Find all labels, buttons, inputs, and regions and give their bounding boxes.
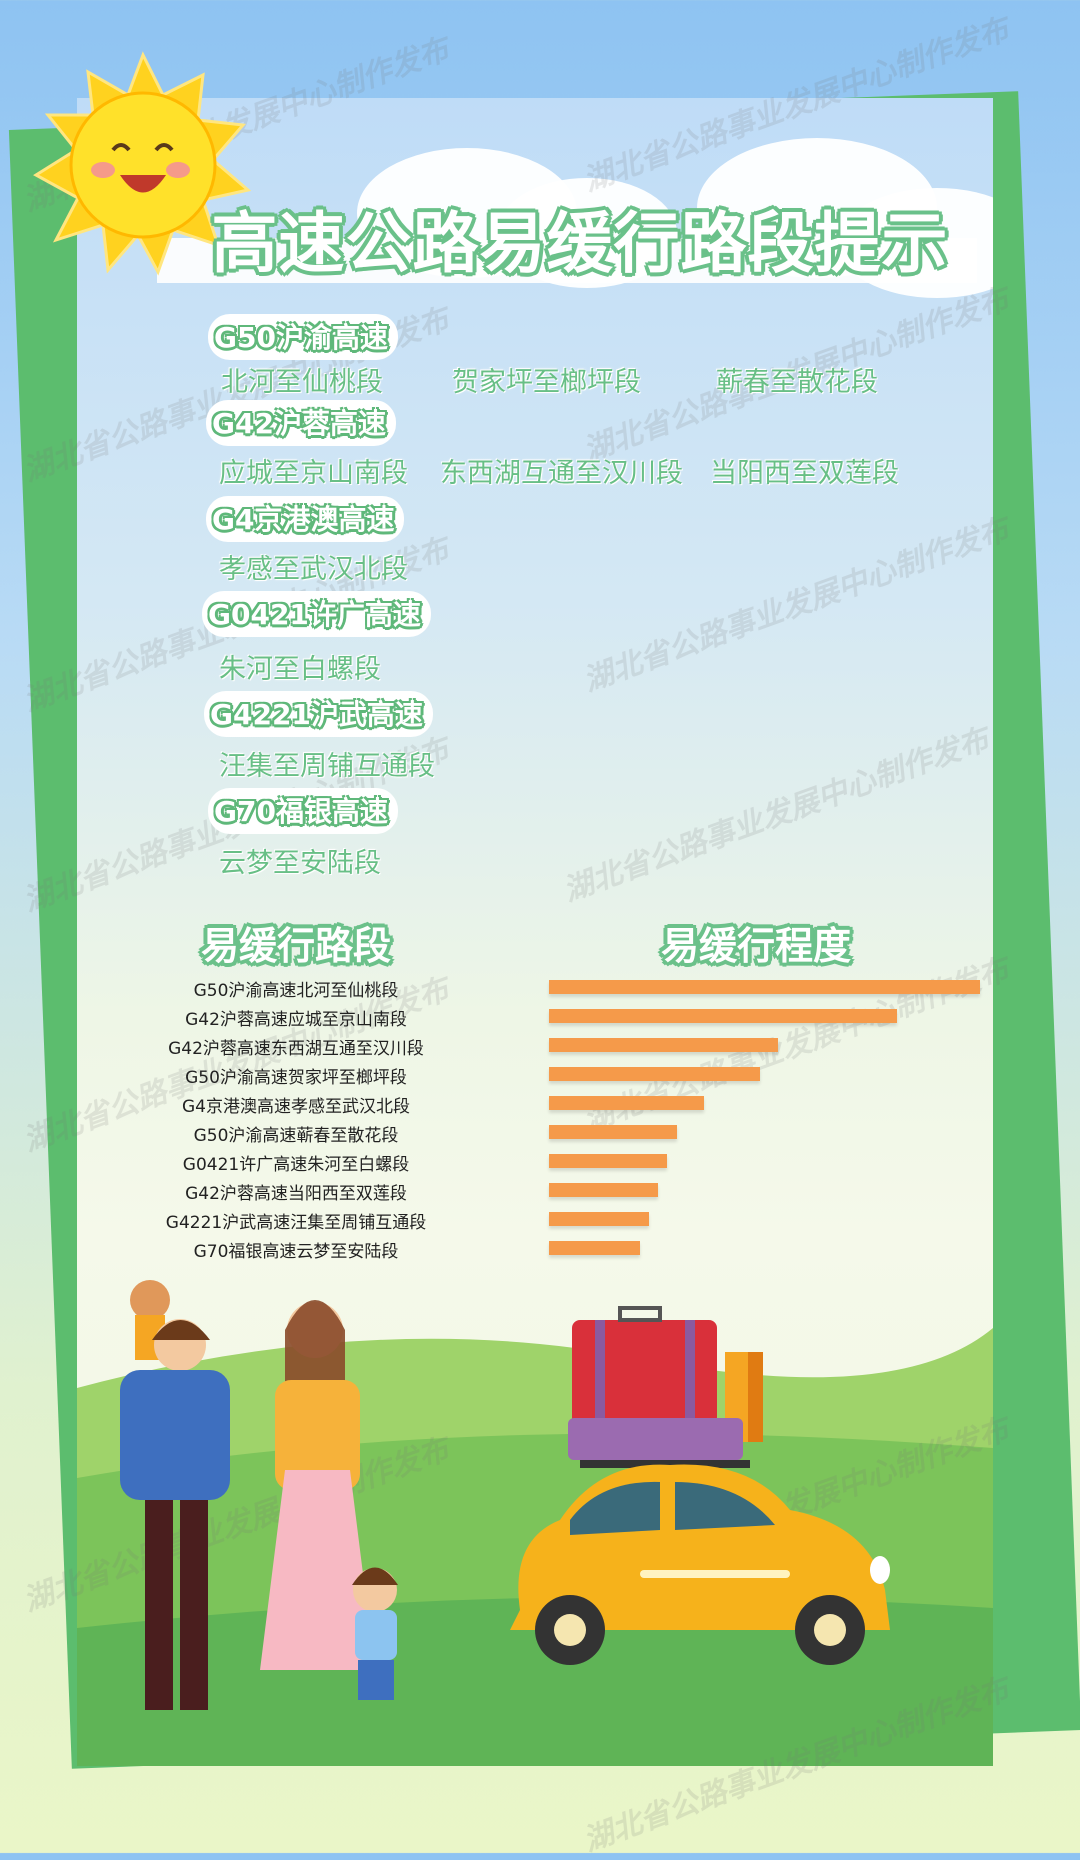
family-illustration: [120, 1280, 398, 1710]
chart-category-label: G42沪蓉高速应城至京山南段: [185, 1010, 407, 1030]
segment: 朱河至白螺段: [219, 654, 381, 685]
chart-bar: [549, 1125, 677, 1139]
segment: 北河至仙桃段: [221, 367, 383, 398]
segment: 汪集至周铺互通段: [219, 751, 435, 782]
chart-category-label: G0421许广高速朱河至白螺段: [182, 1155, 410, 1175]
car-illustration: [510, 1306, 890, 1665]
cloud-band: [157, 238, 977, 283]
chart-bar: [549, 1241, 641, 1255]
chart-bar: [549, 1212, 649, 1226]
sun-icon: [33, 51, 252, 276]
chart-bar: [549, 1183, 659, 1197]
segment: 蕲春至散花段: [716, 367, 878, 398]
chart-bar: [549, 980, 980, 994]
page-title: 高速公路易缓行路段提示: [211, 205, 949, 282]
chart-category-label: G50沪渝高速蕲春至散花段: [193, 1126, 399, 1146]
highway-label-g4221: G4221沪武高速: [204, 691, 433, 737]
chart-category-label: G50沪渝高速贺家坪至榔坪段: [185, 1068, 407, 1088]
chart-bar: [549, 1096, 705, 1110]
segment: 东西湖互通至汉川段: [440, 458, 683, 489]
chart-category-label: G42沪蓉高速当阳西至双莲段: [185, 1184, 407, 1204]
chart-bar: [549, 1067, 760, 1081]
chart-category-label: G4221沪武高速汪集至周铺互通段: [165, 1213, 427, 1233]
highway-label-g0421: G0421许广高速: [202, 591, 431, 637]
segment: 云梦至安陆段: [219, 848, 381, 879]
segment: 孝感至武汉北段: [219, 554, 408, 585]
highway-label-g50: G50沪渝高速: [208, 314, 398, 360]
chart-category-label: G70福银高速云梦至安陆段: [193, 1242, 399, 1262]
chart-category-label: G42沪蓉高速东西湖互通至汉川段: [168, 1039, 424, 1059]
chart-category-label: G50沪渝高速北河至仙桃段: [193, 981, 399, 1001]
highway-label-g42: G42沪蓉高速: [206, 400, 396, 446]
segment: 应城至京山南段: [219, 458, 408, 489]
highway-label-g70: G70福银高速: [208, 788, 398, 834]
chart-category-label: G4京港澳高速孝感至武汉北段: [182, 1097, 410, 1117]
chart-bar: [549, 1154, 668, 1168]
chart-right-title: 易缓行程度: [660, 924, 852, 968]
chart-bar: [549, 1038, 778, 1052]
chart-bar: [549, 1009, 897, 1023]
highway-label-g4: G4京港澳高速: [206, 496, 405, 542]
chart-left-title: 易缓行路段: [200, 924, 392, 968]
segment: 当阳西至双莲段: [710, 458, 899, 489]
segment: 贺家坪至榔坪段: [452, 367, 641, 398]
